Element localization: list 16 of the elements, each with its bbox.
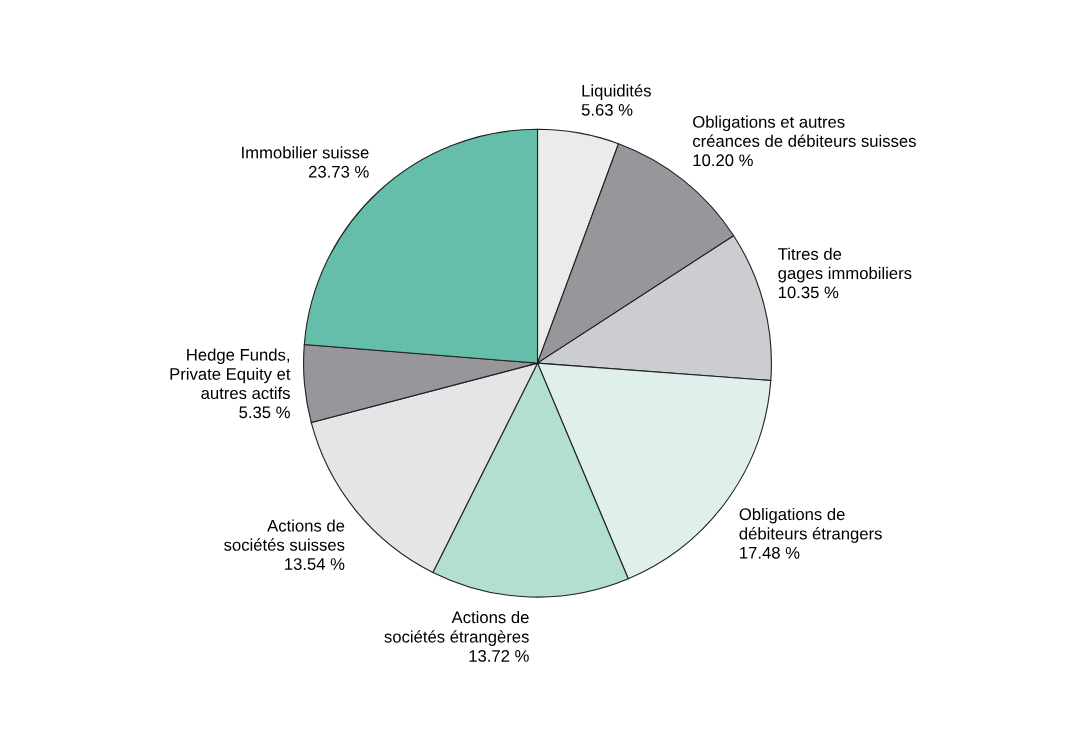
slice-label: Titres de gages immobiliers	[778, 247, 912, 283]
data-label: 23.73 %	[308, 165, 369, 178]
data-label: 17.48 %	[740, 546, 800, 559]
slice-label: Immobilier suisse	[242, 146, 369, 159]
data-label: 5.63 %	[581, 103, 633, 116]
data-label: 13.72 %	[469, 650, 529, 662]
slice-label: Hedge Funds, Private Equity et autres actifs	[170, 348, 291, 400]
slice-label: Actions de sociétés suisses	[224, 519, 345, 551]
data-label: 13.54 %	[285, 558, 345, 570]
slice-label: Liquidités	[582, 84, 651, 100]
data-label: 10.20 %	[693, 154, 753, 167]
slice-label: Actions de sociétés étrangères	[384, 610, 529, 646]
data-label: 10.35 %	[778, 286, 839, 299]
data-label: 5.35 %	[239, 406, 290, 419]
slice-label: Obligations de débiteurs étrangers	[739, 507, 882, 543]
slice-label: Obligations et autres créances de débiteurs suisses	[693, 115, 916, 147]
